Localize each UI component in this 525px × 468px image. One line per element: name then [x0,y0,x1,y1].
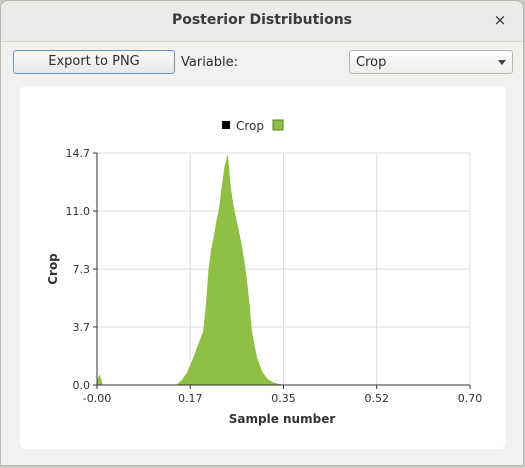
series-area-crop [96,155,470,386]
tick-labels: -0.00 0.17 0.35 0.52 0.70 0.0 3.7 7.3 11.0 14.7 [66,147,483,405]
y-tick-label: 14.7 [66,147,91,160]
export-png-button[interactable]: Export to PNG [13,50,175,74]
variable-select-value: Crop [356,55,387,70]
x-tick-label: 0.52 [365,392,390,405]
legend-swatch [272,119,284,131]
x-tick-label: 0.17 [178,392,203,405]
title-bar[interactable]: Posterior Distributions × [1,1,523,42]
legend-marker-black [222,121,230,129]
y-tick-label: 7.3 [73,263,91,276]
y-axis-title: Crop [46,253,60,285]
x-tick-label: -0.00 [83,392,111,405]
chart-panel: -0.00 0.17 0.35 0.52 0.70 0.0 3.7 7.3 11.0 14.7 C… [20,86,506,449]
y-tick-label: 0.0 [73,379,91,392]
chevron-down-icon [498,60,506,65]
grid-lines [96,152,471,386]
x-tick-label: 0.70 [458,392,483,405]
x-axis-title: Sample number [229,412,336,426]
x-tick-label: 0.35 [271,392,296,405]
window-title: Posterior Distributions [171,12,353,28]
variable-select[interactable]: Crop [349,50,513,74]
legend-label: Crop [236,119,264,133]
y-tick-label: 3.7 [73,321,91,334]
toolbar: Export to PNG Variable: Crop [1,42,523,84]
y-tick-label: 11.0 [66,205,91,218]
variable-label: Variable: [181,55,239,70]
close-icon[interactable]: × [493,11,507,29]
posterior-chart: -0.00 0.17 0.35 0.52 0.70 0.0 3.7 7.3 11.0 14.7 C… [46,119,483,426]
legend: Crop [222,119,284,133]
series-area-layer [96,155,470,386]
